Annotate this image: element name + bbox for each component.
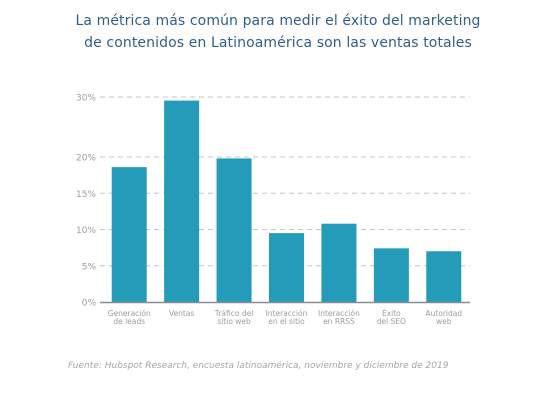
chart-title-line-2: de contenidos en Latinoamérica son las v… [84, 35, 472, 51]
x-tick-label: Autoridad web [425, 309, 462, 326]
chart-title-line-1: La métrica más común para medir el éxito… [75, 13, 481, 29]
bar [111, 167, 147, 302]
x-tick-label: Interacción en RRSS [318, 309, 360, 326]
source-note: Fuente: Hubspot Research, encuesta latin… [68, 361, 449, 371]
x-tick-label: Tráfico del sitio web [214, 309, 253, 326]
y-tick-label: 0% [82, 299, 97, 309]
bar [164, 100, 200, 302]
bar [321, 223, 357, 302]
bar [373, 248, 409, 302]
y-tick-label: 5% [82, 262, 97, 272]
x-tick-label: Generación de leads [108, 309, 151, 326]
x-tick-label: Éxito del SEO [377, 309, 406, 326]
chart-title: La métrica más común para medir el éxito… [0, 10, 556, 54]
y-tick-label: 15% [76, 190, 96, 200]
x-tick-label: Interacción en el sitio [266, 309, 308, 326]
x-tick-label: Ventas [169, 309, 194, 318]
bar [269, 233, 304, 302]
y-tick-label: 30% [76, 94, 96, 104]
bar [426, 251, 462, 302]
bar [216, 158, 252, 302]
y-tick-label: 10% [76, 226, 96, 236]
y-tick-label: 20% [76, 154, 96, 164]
